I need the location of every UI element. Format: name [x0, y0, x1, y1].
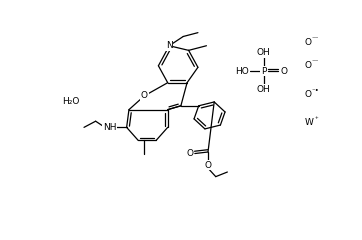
Text: O: O: [187, 149, 194, 158]
Text: O: O: [141, 91, 148, 100]
Text: H₂O: H₂O: [62, 97, 80, 107]
Text: NH: NH: [103, 123, 116, 132]
Text: OH: OH: [257, 85, 271, 94]
Text: O: O: [281, 67, 287, 76]
Text: ⁺: ⁺: [314, 117, 318, 123]
Text: N: N: [166, 41, 173, 50]
Text: O: O: [305, 38, 312, 47]
Text: O: O: [305, 61, 312, 70]
Text: P: P: [261, 67, 266, 76]
Text: ⁻•: ⁻•: [311, 88, 319, 94]
Text: ⁻⁻: ⁻⁻: [311, 60, 319, 66]
Text: OH: OH: [257, 48, 271, 57]
Text: O: O: [205, 161, 211, 170]
Text: HO: HO: [235, 67, 249, 76]
Text: W: W: [305, 118, 314, 127]
Text: ⁻⁻: ⁻⁻: [311, 36, 319, 42]
Text: O: O: [305, 90, 312, 99]
